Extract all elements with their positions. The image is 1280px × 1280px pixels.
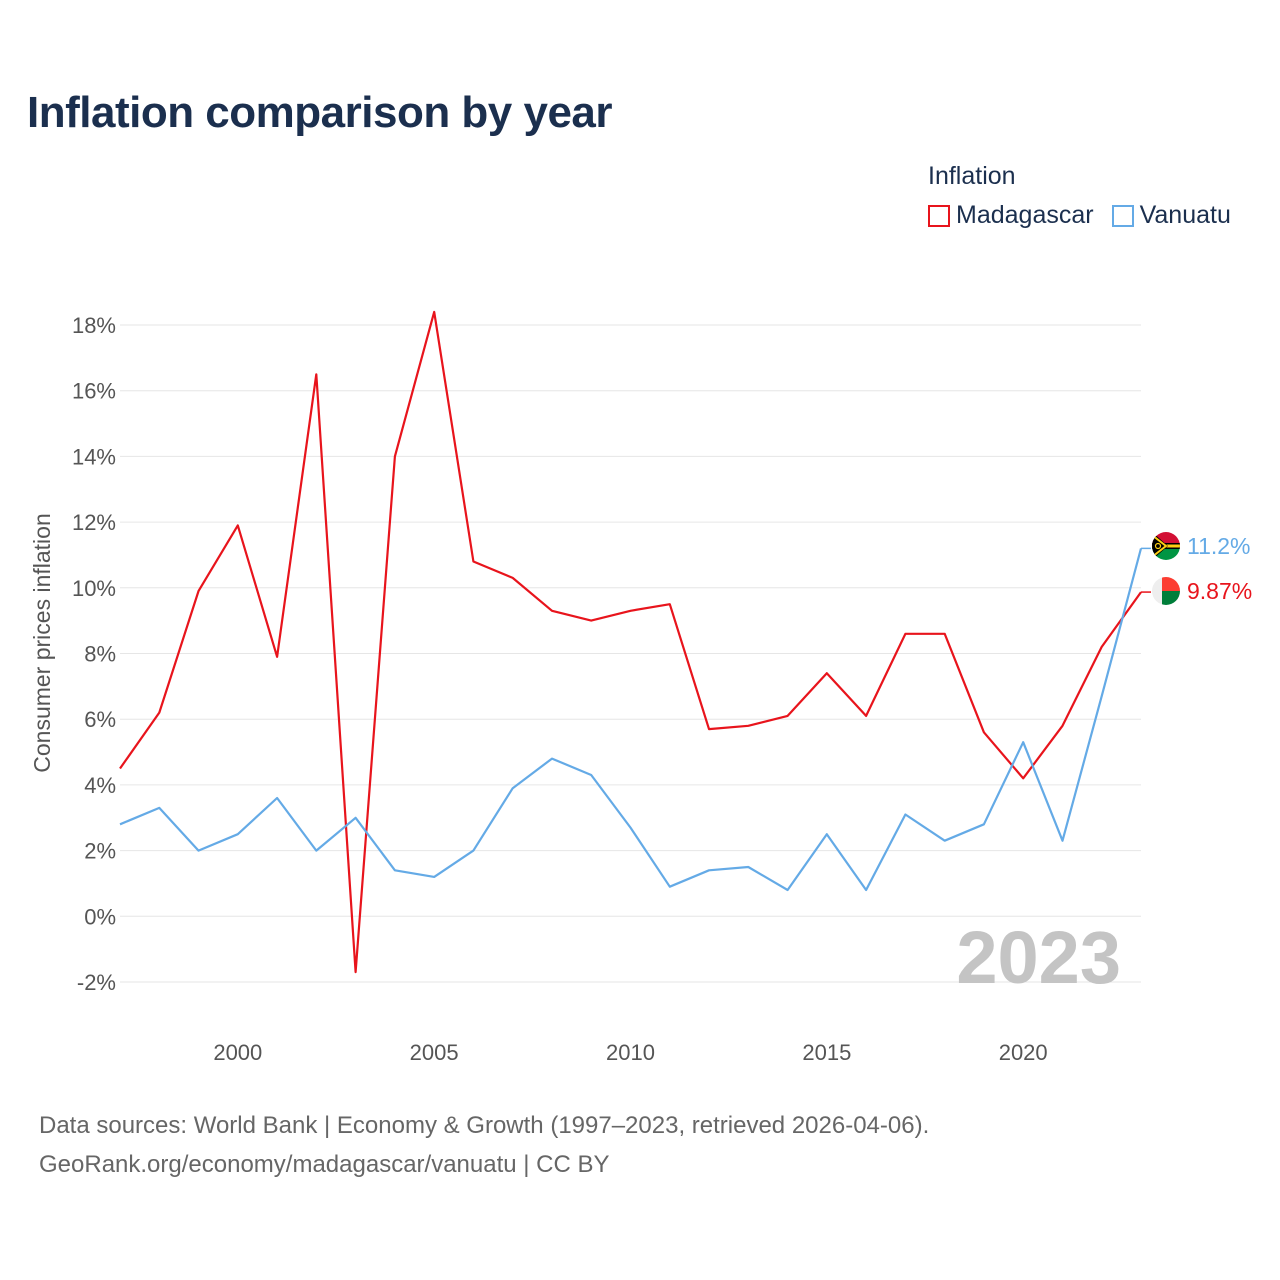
legend-label-vanuatu: Vanuatu	[1139, 201, 1231, 229]
y-tick-label: 0%	[84, 904, 116, 929]
y-tick-label: 10%	[72, 576, 116, 601]
y-axis-label: Consumer prices inflation	[29, 513, 55, 773]
legend-swatch-vanuatu	[1111, 204, 1134, 227]
x-tick-label: 2020	[999, 1040, 1048, 1065]
y-tick-label: 12%	[72, 510, 116, 535]
x-axis-ticks: 2000 2005 2010 2015 2020	[213, 1040, 1047, 1065]
series-line-vanuatu[interactable]	[119, 548, 1143, 892]
y-tick-label: 6%	[84, 707, 116, 732]
legend-title: Inflation	[928, 162, 1016, 190]
y-tick-label: 18%	[72, 313, 116, 338]
legend-item-madagascar[interactable]: Madagascar	[928, 201, 1094, 230]
legend-swatch-madagascar	[928, 204, 950, 227]
y-tick-label: 2%	[84, 839, 116, 864]
chart-title: Inflation comparison by year	[27, 88, 613, 137]
x-tick-label: 2010	[606, 1040, 655, 1065]
end-markers	[1152, 532, 1180, 605]
end-label-vanuatu: 11.2%	[1187, 533, 1251, 559]
data-sources-note: Data sources: World Bank | Economy & Gro…	[39, 1112, 930, 1139]
x-tick-label: 2005	[410, 1040, 459, 1065]
y-tick-label: -2%	[77, 970, 116, 995]
series-lines	[119, 310, 1151, 974]
y-tick-label: 14%	[72, 444, 116, 469]
grid-lines	[120, 324, 1141, 983]
legend-label-madagascar: Madagascar	[956, 201, 1094, 229]
y-tick-label: 16%	[72, 379, 116, 404]
y-tick-label: 8%	[84, 642, 116, 667]
x-tick-label: 2000	[213, 1040, 262, 1065]
end-label-madagascar: 9.87%	[1187, 578, 1252, 604]
source-url: GeoRank.org/economy/madagascar/vanuatu |…	[39, 1151, 610, 1178]
madagascar-flag-icon	[1152, 577, 1180, 605]
y-axis-ticks: -2% 0% 2% 4% 6% 8% 10% 12% 14% 16% 18%	[72, 313, 116, 995]
year-watermark: 2023	[956, 916, 1121, 999]
x-tick-label: 2015	[802, 1040, 851, 1065]
vanuatu-flag-icon	[1152, 532, 1180, 560]
series-line-madagascar[interactable]	[119, 310, 1142, 974]
legend-item-vanuatu[interactable]: Vanuatu	[1111, 201, 1231, 230]
y-tick-label: 4%	[84, 773, 116, 798]
legend: Inflation Madagascar Vanuatu	[928, 162, 1231, 230]
footer: Data sources: World Bank | Economy & Gro…	[39, 1106, 929, 1184]
